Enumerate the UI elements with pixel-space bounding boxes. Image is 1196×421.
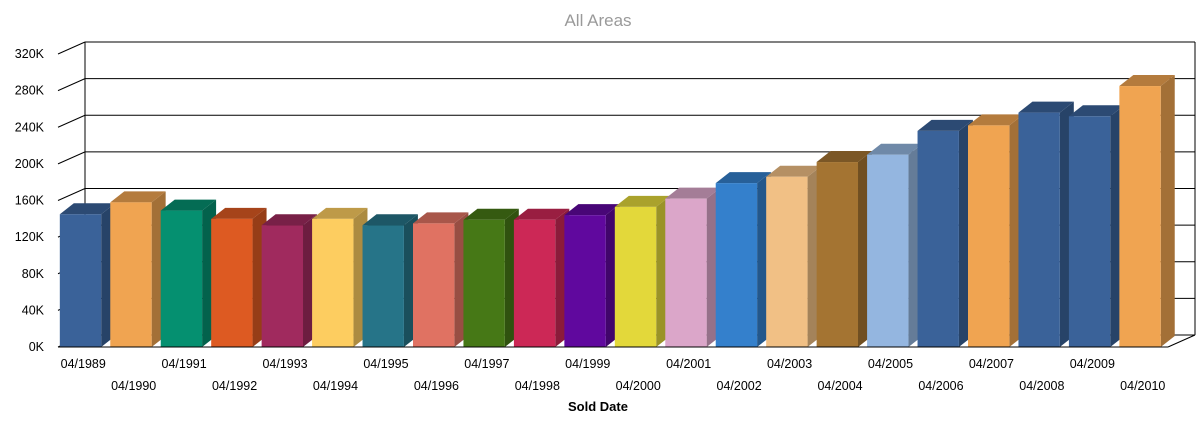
x-tick-label: 04/1995 (363, 357, 408, 371)
gridline-side (57, 78, 86, 92)
x-tick-label: 04/1993 (262, 357, 307, 371)
bar (362, 225, 404, 347)
bar-top (967, 114, 1024, 126)
bar-top (766, 165, 822, 177)
bar-top (715, 172, 772, 184)
x-tick-label: 04/2008 (1019, 379, 1064, 393)
bar (513, 219, 556, 347)
bar (1018, 112, 1060, 347)
x-tick-label: 04/2002 (717, 379, 762, 393)
bar (614, 206, 657, 347)
bar-side (1160, 75, 1175, 347)
y-tick-label: 160K (15, 194, 45, 208)
gridline-side (57, 188, 86, 201)
bar-top (412, 212, 469, 224)
bar (867, 154, 909, 347)
bar-top (614, 195, 671, 207)
x-tick-label: 04/2005 (868, 357, 913, 371)
x-tick-label: 04/1996 (414, 379, 459, 393)
bar (1119, 86, 1161, 347)
bar (917, 130, 959, 347)
bar-top (312, 207, 368, 219)
x-tick-label: 04/2001 (666, 357, 711, 371)
bar (160, 210, 203, 347)
y-tick-label: 80K (22, 267, 45, 281)
bar (463, 219, 505, 347)
bar (1068, 116, 1111, 347)
bar (665, 198, 707, 347)
y-tick-label: 240K (15, 120, 45, 134)
chart-subtitle: All Areas (564, 11, 632, 30)
bar (211, 218, 253, 347)
bar-top (867, 143, 923, 155)
x-tick-label: 04/1994 (313, 379, 358, 393)
bar (261, 225, 304, 347)
bar-top (1018, 101, 1074, 113)
gridline-side (57, 151, 86, 165)
bar-top (160, 199, 217, 211)
bar-top (59, 203, 116, 215)
bar (312, 218, 354, 347)
x-tick-label: 04/1991 (162, 357, 207, 371)
bar (564, 215, 606, 347)
x-tick-label: 04/2004 (817, 379, 862, 393)
bar (59, 214, 102, 347)
bar-top (665, 187, 721, 199)
bar-top (816, 151, 873, 163)
y-tick-label: 320K (15, 47, 45, 61)
x-tick-label: 04/1998 (515, 379, 560, 393)
bar-top (513, 208, 570, 220)
x-axis-label: Sold Date (568, 399, 628, 414)
bar (412, 223, 455, 347)
bar-top (110, 191, 166, 203)
bar-top (564, 204, 620, 216)
bar (816, 162, 859, 347)
bar-top (261, 214, 318, 226)
x-tick-label: 04/1992 (212, 379, 257, 393)
bar-top (362, 214, 418, 226)
gridline-side (57, 41, 86, 55)
y-tick-label: 120K (15, 230, 45, 244)
x-tick-label: 04/2006 (918, 379, 963, 393)
x-tick-label: 04/1999 (565, 357, 610, 371)
x-tick-label: 04/2007 (969, 357, 1014, 371)
x-tick-label: 04/2003 (767, 357, 812, 371)
bar-top (1119, 75, 1175, 87)
bar-top (917, 119, 973, 131)
floor-right (1167, 334, 1196, 348)
x-tick-label: 04/2010 (1120, 379, 1165, 393)
bar (715, 183, 758, 347)
bar-top (211, 207, 267, 219)
bar (110, 202, 152, 347)
y-tick-label: 0K (29, 340, 45, 354)
bar-top (463, 208, 519, 220)
x-tick-label: 04/1989 (61, 357, 106, 371)
bar (967, 125, 1010, 347)
y-tick-label: 200K (15, 157, 45, 171)
x-tick-label: 04/2009 (1070, 357, 1115, 371)
x-tick-label: 04/2000 (616, 379, 661, 393)
y-tick-label: 280K (15, 84, 45, 98)
x-tick-label: 04/1997 (464, 357, 509, 371)
bar-top (1068, 105, 1125, 117)
bar (766, 176, 808, 347)
x-tick-label: 04/1990 (111, 379, 156, 393)
y-tick-label: 40K (22, 303, 45, 317)
gridline-side (57, 114, 86, 128)
